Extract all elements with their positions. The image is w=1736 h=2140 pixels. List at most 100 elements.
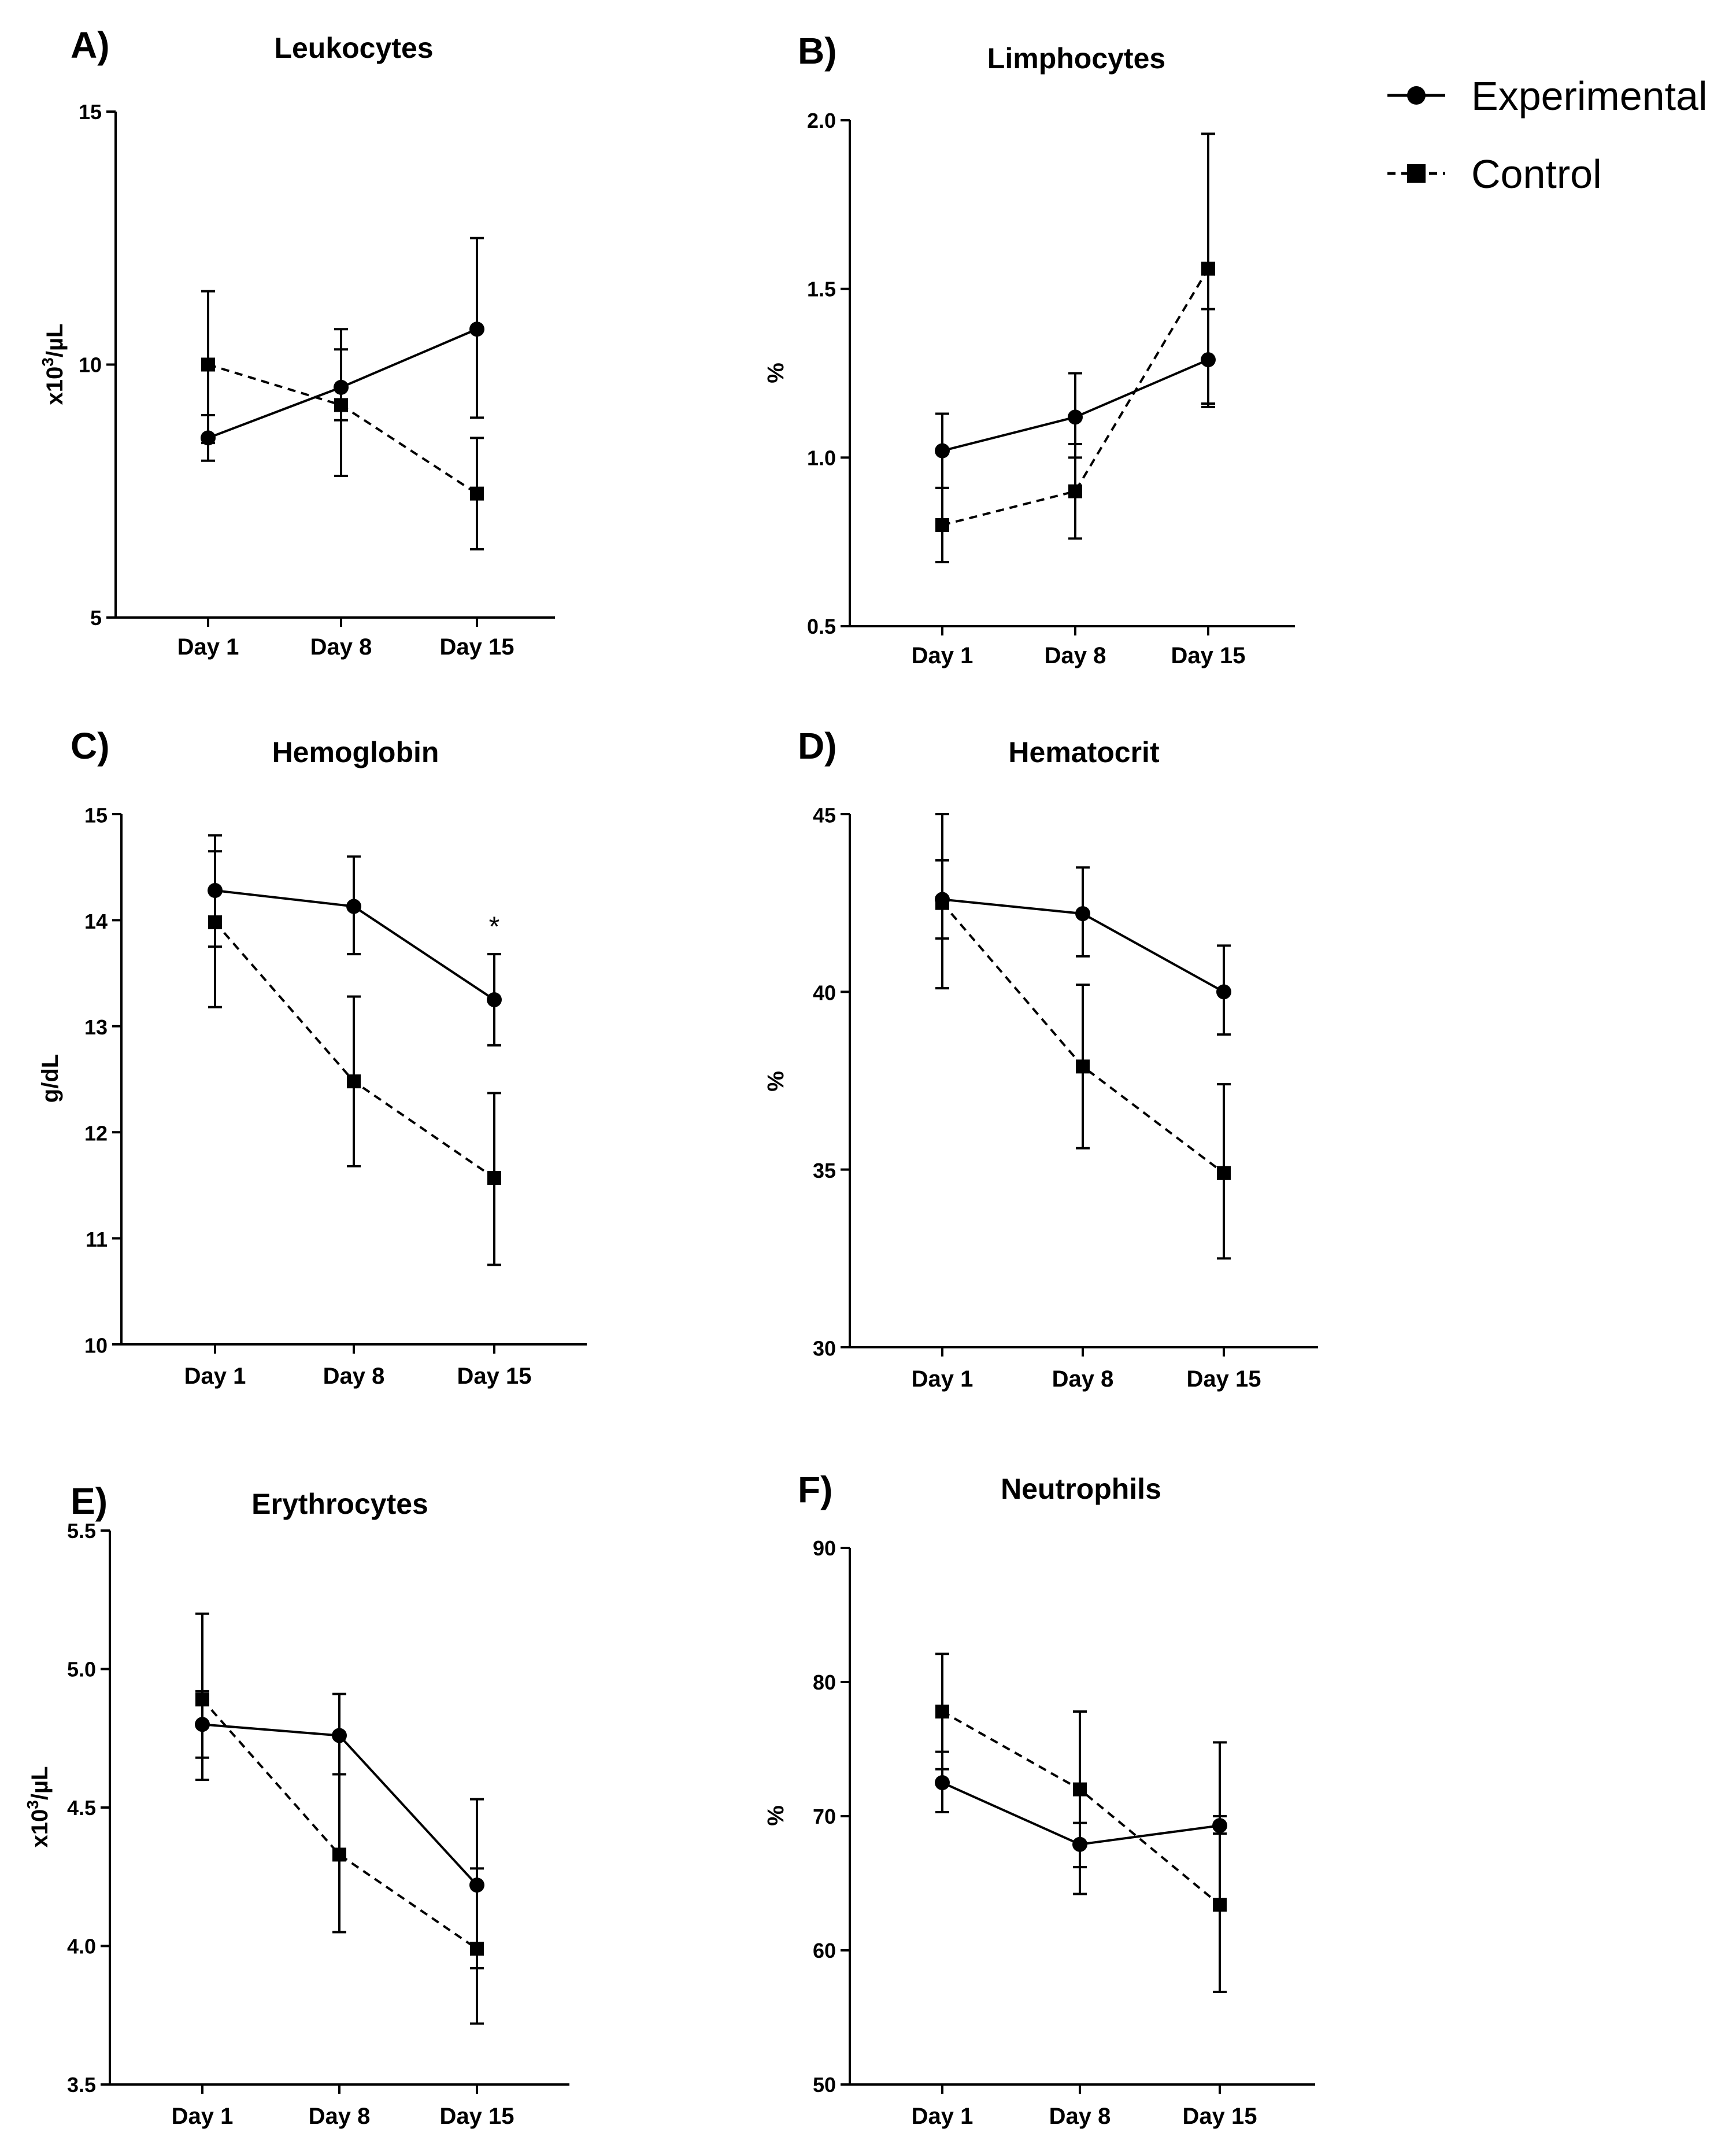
y-tick-label: 45 (813, 803, 836, 827)
y-tick-label: 2.0 (807, 109, 836, 132)
y-axis-label-main: % (763, 363, 789, 383)
y-axis-label-superscript: 3 (24, 1800, 42, 1809)
data-point-square (201, 357, 215, 372)
y-tick-label: 70 (813, 1805, 836, 1828)
y-tick-label: 12 (84, 1122, 108, 1145)
significance-asterisk: * (489, 912, 500, 943)
series-control (201, 290, 484, 550)
y-tick-label: 80 (813, 1670, 836, 1694)
panel-letter: B) (798, 30, 837, 72)
y-axis-label: g/dL (38, 1054, 63, 1103)
x-tick-label: Day 1 (912, 1366, 974, 1392)
legend-item-control: Control (1387, 151, 1602, 197)
x-tick-label: Day 15 (1171, 643, 1246, 668)
panel-letter: E) (71, 1480, 108, 1522)
y-tick-label: 5.0 (67, 1657, 96, 1681)
data-point-circle (1068, 409, 1083, 425)
y-tick-label: 11 (86, 1228, 108, 1251)
panel-letter: C) (71, 725, 110, 767)
series-control (935, 1653, 1227, 1993)
y-axis-label: % (763, 1805, 789, 1826)
x-tick-label: Day 8 (310, 634, 372, 660)
series-control (208, 850, 501, 1266)
chart-panel: 10 11 12 13 14 15 Day 1 Day 8 Day 15 C) Hemoglobin… (38, 725, 587, 1389)
y-axis-label: % (763, 363, 789, 383)
series-control (935, 132, 1215, 564)
y-tick-label: 4.5 (67, 1796, 96, 1820)
y-tick-label: 1.0 (807, 446, 836, 470)
control-line (942, 268, 1209, 526)
data-point-square (195, 1692, 209, 1707)
chart-title: Hemoglobin (272, 736, 439, 768)
y-tick-label: 4.0 (67, 1934, 96, 1958)
y-tick-label: 90 (813, 1536, 836, 1560)
y-axis-label-main: x10 (27, 1809, 53, 1848)
chart-title: Leukocytes (274, 32, 433, 64)
chart-title: Hematocrit (1008, 736, 1160, 768)
legend-item-experimental: Experimental (1387, 73, 1708, 119)
x-tick-label: Day 1 (912, 2104, 974, 2129)
y-tick-label: 30 (813, 1336, 836, 1360)
data-point-square (470, 1942, 484, 1956)
y-tick-label: 60 (813, 1939, 836, 1962)
y-tick-label: 1.5 (807, 278, 836, 301)
data-point-square (1201, 261, 1215, 276)
data-point-square (208, 915, 222, 930)
data-point-square (935, 896, 949, 910)
chart-title: Erythrocytes (251, 1488, 428, 1520)
data-point-circle (935, 443, 950, 459)
data-point-square (1076, 1059, 1090, 1074)
x-tick-label: Day 8 (323, 1363, 385, 1389)
x-tick-label: Day 1 (172, 2104, 234, 2129)
x-tick-label: Day 15 (440, 634, 514, 660)
data-point-square (1213, 1898, 1227, 1912)
y-axis-label-main: x10 (42, 367, 68, 405)
y-tick-label: 3.5 (67, 2073, 96, 2097)
y-tick-label: 50 (813, 2073, 836, 2097)
data-point-circle (469, 321, 484, 337)
y-axis-label-unit: /µL (27, 1766, 53, 1801)
y-axis-label-main: % (763, 1805, 789, 1826)
y-axis-label-main: g/dL (38, 1054, 63, 1103)
y-tick-label: 15 (79, 100, 102, 124)
y-tick-label: 5.5 (67, 1519, 96, 1543)
x-tick-label: Day 8 (1052, 1366, 1114, 1392)
chart-panel: 0.5 1.0 1.5 2.0 Day 1 Day 8 Day 15 B) Limphocyte… (763, 30, 1295, 668)
data-point-circle (487, 992, 502, 1007)
data-point-square (334, 398, 348, 412)
x-tick-label: Day 8 (1049, 2104, 1111, 2129)
legend-label: Experimental (1471, 73, 1708, 119)
x-tick-label: Day 15 (440, 2104, 514, 2129)
data-point-square (1068, 484, 1082, 498)
panel-letter: A) (71, 24, 110, 66)
y-axis-label: x103/µL (24, 1766, 53, 1848)
data-point-square (935, 518, 949, 532)
y-tick-label: 14 (84, 910, 108, 933)
x-tick-label: Day 8 (309, 2104, 371, 2129)
data-point-square (935, 1705, 949, 1719)
series-control (935, 859, 1231, 1260)
y-axis-label-main: % (763, 1071, 789, 1092)
legend-square-marker (1407, 164, 1426, 183)
data-point-square (487, 1171, 501, 1185)
chart-panel: 5 10 15 Day 1 Day 8 Day 15 A) Leukocytes x103/µL (39, 24, 555, 660)
y-tick-label: 35 (813, 1159, 836, 1182)
chart-panel: 50 60 70 80 90 Day 1 Day 8 Day 15 F) Neutrophils% (763, 1469, 1315, 2129)
y-axis-label-superscript: 3 (39, 357, 57, 367)
legend-label: Control (1471, 151, 1602, 197)
data-point-circle (1075, 906, 1090, 922)
x-tick-label: Day 15 (1183, 2104, 1257, 2129)
y-tick-label: 15 (84, 803, 108, 827)
y-axis-label: x103/µL (39, 324, 68, 405)
x-tick-label: Day 1 (184, 1363, 246, 1389)
y-axis-label: % (763, 1071, 789, 1092)
panel-letter: F) (798, 1469, 832, 1510)
data-point-circle (1216, 984, 1231, 1000)
series-control (195, 1612, 484, 2025)
y-tick-label: 40 (813, 981, 836, 1005)
x-tick-label: Day 15 (457, 1363, 532, 1389)
x-tick-label: Day 15 (1187, 1366, 1261, 1392)
data-point-circle (332, 1728, 347, 1743)
data-point-square (347, 1074, 361, 1089)
